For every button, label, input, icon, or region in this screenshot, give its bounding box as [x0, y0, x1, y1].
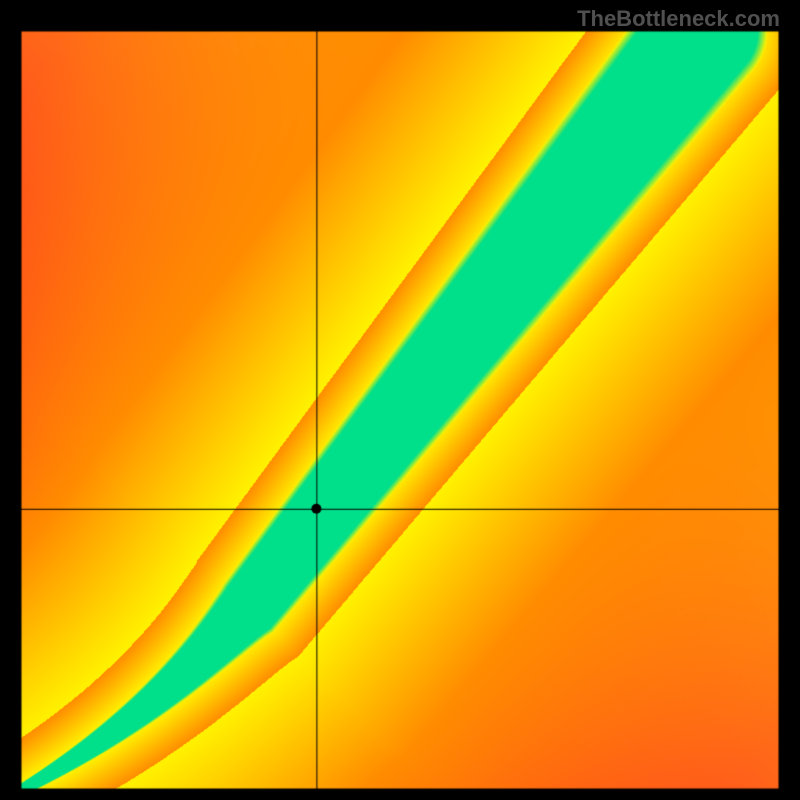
- bottleneck-heatmap: [0, 0, 800, 800]
- watermark-text: TheBottleneck.com: [577, 6, 780, 32]
